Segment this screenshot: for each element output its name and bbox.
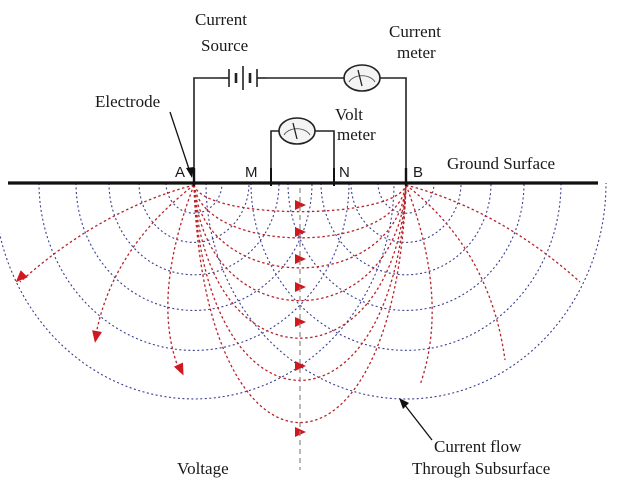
current-flow-line-7 — [193, 184, 407, 423]
equipotential-arc-b-6 — [205, 182, 607, 400]
current-flow-label: Current flow Through Subsurface — [412, 437, 550, 478]
current-ray-a-1 — [19, 184, 195, 283]
equipotential-arc-b-3 — [320, 182, 492, 276]
volt-meter-label: Volt meter — [335, 105, 376, 144]
current-source-label: Current Source — [195, 10, 251, 55]
current-flow-line-4 — [193, 184, 407, 302]
volt-circuit — [270, 130, 335, 183]
current-arrow-5 — [295, 317, 306, 327]
ground-surface-label: Ground Surface — [447, 154, 555, 173]
current-meter-icon — [343, 64, 381, 92]
current-arrow-2 — [295, 227, 306, 237]
equipotential-arc-a-4 — [75, 182, 313, 311]
current-meter-label: Current meter — [389, 22, 445, 62]
voltage-label: Voltage — [177, 459, 229, 478]
volt-meter-icon — [278, 117, 316, 145]
current-arrow-6 — [295, 361, 306, 371]
outer-arrow-left-3 — [173, 362, 184, 376]
current-circuit — [193, 77, 407, 183]
current-ray-a-2 — [94, 184, 195, 341]
equipotential-arc-a-6 — [0, 182, 395, 400]
electrode-posts — [192, 168, 408, 186]
current-ray-b-1 — [405, 184, 581, 283]
current-flow-line-3 — [193, 184, 407, 269]
current-flow-lines — [19, 184, 581, 423]
equipotential-lines — [0, 182, 607, 400]
current-flow-line-2 — [193, 184, 407, 239]
current-ray-b-2 — [405, 184, 506, 361]
equipotential-arc-b-5 — [250, 182, 562, 351]
current-arrow-3 — [295, 254, 306, 264]
electrode-a-label: A — [175, 164, 185, 181]
electrode-n-label: N — [339, 164, 350, 181]
current-flow-line-1 — [193, 184, 407, 213]
electrode-pointer-arrow — [169, 111, 194, 178]
equipotential-arc-b-1 — [377, 182, 435, 214]
current-direction-arrows — [15, 200, 306, 437]
equipotential-arc-b-4 — [287, 182, 525, 311]
electrode-label: Electrode — [95, 92, 160, 111]
outer-arrow-left-2 — [92, 330, 102, 343]
current-flow-pointer-arrow — [399, 398, 433, 441]
current-ray-b-3 — [405, 184, 433, 386]
battery-icon — [221, 66, 266, 90]
outer-arrow-left-1 — [15, 270, 28, 283]
equipotential-arc-a-3 — [108, 182, 280, 276]
equipotential-arc-a-5 — [38, 182, 350, 351]
equipotential-arc-a-1 — [165, 182, 223, 214]
current-arrow-1 — [295, 200, 306, 210]
electrode-b-label: B — [413, 164, 423, 181]
electrode-m-label: M — [245, 164, 258, 181]
current-flow-line-5 — [193, 184, 407, 339]
